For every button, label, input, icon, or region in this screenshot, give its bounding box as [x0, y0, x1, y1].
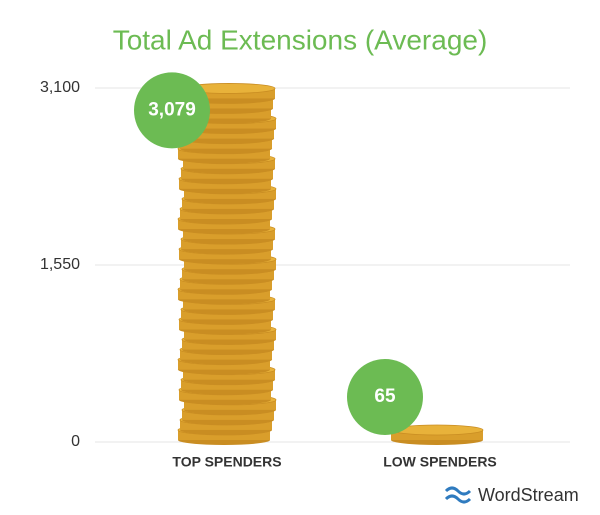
brand-icon — [444, 486, 472, 504]
chart-title: Total Ad Extensions (Average) — [113, 24, 488, 55]
value-badge — [134, 72, 210, 149]
brand-name: WordStream — [478, 485, 579, 505]
value-badge — [347, 359, 423, 435]
value-label: 3,079 — [148, 99, 196, 120]
bar — [390, 424, 484, 445]
y-tick-label: 3,100 — [40, 79, 80, 96]
y-tick-label: 1,550 — [40, 256, 80, 273]
x-tick-label: LOW SPENDERS — [383, 454, 497, 470]
brand-logo: WordStream — [444, 485, 579, 505]
value-label: 65 — [374, 386, 396, 407]
x-tick-label: TOP SPENDERS — [172, 454, 281, 470]
y-tick-label: 0 — [71, 433, 80, 450]
